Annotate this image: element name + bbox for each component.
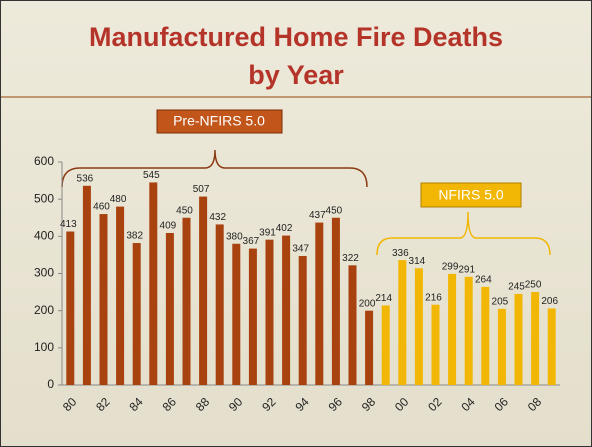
bar <box>531 292 540 385</box>
bar <box>414 268 423 385</box>
y-tick-label: 400 <box>34 229 54 243</box>
x-tick-label: 06 <box>492 395 512 415</box>
data-label: 299 <box>442 262 459 273</box>
bar <box>215 224 224 385</box>
y-tick-label: 500 <box>34 191 54 205</box>
nfirs-box <box>420 182 522 208</box>
data-label: 205 <box>492 296 509 307</box>
bar <box>165 232 174 385</box>
data-label: 322 <box>342 253 359 264</box>
data-label: 545 <box>143 170 160 181</box>
x-tick-label: 94 <box>292 395 312 415</box>
legend-label: Pre-NFIRS 5.0 <box>173 113 265 129</box>
bar <box>199 196 208 385</box>
data-label: 200 <box>359 298 376 309</box>
bar <box>331 217 340 385</box>
bar <box>481 286 490 385</box>
data-label: 432 <box>209 212 226 223</box>
bar <box>265 239 274 385</box>
y-tick-label: 200 <box>34 303 54 317</box>
y-tick-label: 0 <box>47 377 54 391</box>
data-label: 314 <box>409 256 426 267</box>
x-tick-label: 84 <box>126 395 146 415</box>
x-tick-label: 96 <box>326 395 346 415</box>
data-label: 380 <box>226 231 243 242</box>
data-label: 507 <box>193 184 210 195</box>
bar <box>82 185 91 385</box>
bar <box>431 304 440 385</box>
data-label: 450 <box>326 205 343 216</box>
data-label: 382 <box>126 231 143 242</box>
data-label: 214 <box>375 293 392 304</box>
bar <box>182 217 191 385</box>
data-label: 460 <box>93 202 110 213</box>
data-label: 291 <box>458 264 475 275</box>
data-label: 206 <box>541 296 558 307</box>
bar <box>132 243 141 385</box>
x-tick-label: 08 <box>525 395 545 415</box>
x-tick-label: 90 <box>226 395 246 415</box>
bar <box>464 276 473 385</box>
data-label: 391 <box>259 227 276 238</box>
bar <box>298 256 307 385</box>
x-tick-label: 98 <box>359 395 379 415</box>
bar <box>365 310 374 385</box>
bar <box>348 265 357 385</box>
bar <box>315 222 324 385</box>
pre-box <box>156 109 283 134</box>
x-tick-label: 00 <box>392 395 412 415</box>
data-label: 347 <box>292 244 309 255</box>
data-label: 402 <box>276 223 293 234</box>
x-tick-label: 82 <box>93 395 113 415</box>
y-tick-label: 100 <box>34 340 54 354</box>
data-label: 450 <box>176 205 193 216</box>
x-tick-label: 80 <box>60 395 80 415</box>
chart-title: Manufactured Home Fire Deaths by Year <box>88 22 504 90</box>
y-tick-label: 600 <box>34 154 54 168</box>
bar <box>232 243 241 385</box>
bar <box>381 305 390 385</box>
data-label: 437 <box>309 210 326 221</box>
data-label: 250 <box>525 280 542 291</box>
bar <box>514 293 523 385</box>
y-tick-label: 300 <box>34 266 54 280</box>
data-label: 245 <box>508 282 525 293</box>
data-label: 216 <box>425 292 442 303</box>
bar <box>282 235 291 385</box>
x-tick-label: 86 <box>160 395 180 415</box>
data-label: 480 <box>110 194 127 205</box>
pre-brace <box>61 149 368 188</box>
bar <box>99 214 108 385</box>
data-label: 409 <box>160 221 177 232</box>
data-label: 367 <box>243 236 260 247</box>
bar <box>248 248 257 385</box>
data-label: 336 <box>392 248 409 259</box>
legend-label: NFIRS 5.0 <box>438 187 504 203</box>
bar <box>448 273 457 385</box>
data-label: 536 <box>77 173 94 184</box>
bar <box>116 206 125 385</box>
bar <box>497 308 506 385</box>
nfirs-brace <box>376 211 551 256</box>
data-label: 413 <box>60 219 77 230</box>
x-tick-label: 88 <box>193 395 213 415</box>
bar <box>149 182 158 385</box>
bar <box>66 231 75 385</box>
x-tick-label: 92 <box>259 395 279 415</box>
x-tick-label: 02 <box>425 395 445 415</box>
bar <box>398 260 407 385</box>
data-label: 264 <box>475 275 492 286</box>
x-tick-label: 04 <box>458 395 478 415</box>
bar <box>547 308 556 385</box>
